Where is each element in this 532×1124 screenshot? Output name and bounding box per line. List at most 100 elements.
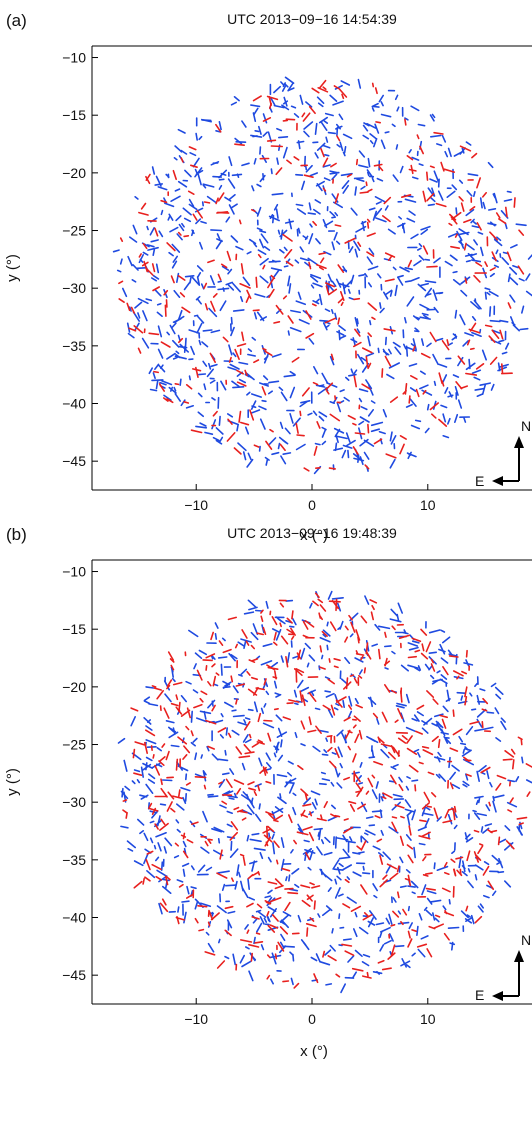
vector-arrow bbox=[225, 778, 233, 789]
vector-arrow bbox=[177, 128, 186, 134]
vector-arrow bbox=[477, 764, 487, 773]
vector-arrow bbox=[248, 659, 256, 664]
vector-arrow bbox=[314, 592, 320, 599]
vector-arrow bbox=[437, 721, 442, 728]
vector-arrow bbox=[163, 707, 170, 719]
vector-arrow bbox=[130, 707, 139, 712]
vector-arrow bbox=[408, 825, 412, 836]
vector-arrow bbox=[370, 428, 381, 433]
vector-arrow bbox=[303, 797, 312, 805]
vector-arrow bbox=[212, 175, 222, 178]
vector-arrow bbox=[302, 634, 309, 639]
vector-arrow bbox=[315, 263, 327, 270]
vector-arrow bbox=[168, 731, 179, 739]
vector-arrow bbox=[424, 806, 431, 811]
vector-arrow bbox=[245, 426, 250, 435]
vector-arrow bbox=[379, 944, 385, 952]
vector-arrow bbox=[484, 287, 491, 291]
vector-arrow bbox=[518, 229, 525, 236]
vector-arrow bbox=[418, 254, 425, 261]
vector-arrow bbox=[127, 847, 134, 852]
vector-arrow bbox=[347, 373, 357, 377]
x-tick-label: 0 bbox=[308, 497, 316, 513]
vector-arrow bbox=[451, 184, 458, 191]
vector-arrow bbox=[358, 397, 363, 403]
vector-arrow bbox=[174, 382, 180, 386]
vector-arrow bbox=[352, 422, 357, 426]
vector-arrow bbox=[179, 378, 182, 387]
vector-arrow bbox=[211, 397, 216, 401]
vector-arrow bbox=[374, 123, 380, 134]
vector-arrow bbox=[452, 270, 458, 274]
vector-arrow bbox=[226, 250, 232, 262]
vector-arrow bbox=[175, 819, 180, 824]
vector-arrow bbox=[526, 791, 531, 798]
vector-arrow bbox=[220, 380, 227, 391]
vector-arrow bbox=[435, 143, 443, 147]
vector-arrow bbox=[240, 880, 244, 892]
vector-arrow bbox=[465, 773, 472, 777]
y-tick-label: −25 bbox=[62, 223, 86, 239]
vector-arrow bbox=[507, 302, 512, 309]
vector-arrow bbox=[367, 302, 378, 311]
vector-arrow bbox=[282, 119, 289, 122]
vector-arrow bbox=[404, 280, 411, 283]
vector-arrow bbox=[291, 867, 300, 875]
vector-arrow bbox=[364, 464, 370, 470]
vector-arrow bbox=[270, 274, 276, 280]
vector-arrow bbox=[196, 276, 200, 286]
vector-arrow bbox=[314, 707, 321, 711]
vector-arrow bbox=[450, 858, 456, 863]
vector-arrow bbox=[207, 921, 211, 927]
vector-arrow bbox=[337, 746, 343, 758]
vector-arrow bbox=[167, 651, 175, 661]
vector-arrow bbox=[257, 784, 261, 792]
vector-arrow bbox=[230, 821, 239, 831]
vector-arrow bbox=[143, 716, 152, 725]
vector-arrow bbox=[133, 325, 144, 334]
vector-arrow bbox=[347, 449, 350, 459]
vector-arrow bbox=[225, 884, 237, 887]
vector-arrow bbox=[331, 596, 344, 600]
vector-arrow bbox=[408, 149, 412, 154]
vector-arrow bbox=[515, 223, 527, 227]
vector-arrow bbox=[236, 381, 247, 387]
vector-arrow bbox=[338, 856, 351, 860]
vector-arrow bbox=[141, 337, 150, 349]
vector-arrow bbox=[339, 389, 345, 393]
vector-arrow bbox=[400, 815, 405, 819]
vector-arrow bbox=[207, 793, 214, 796]
vector-arrow bbox=[492, 193, 496, 199]
vector-arrow bbox=[460, 695, 464, 701]
vector-arrow bbox=[169, 727, 177, 733]
vector-arrow bbox=[241, 817, 247, 821]
vector-arrow bbox=[315, 725, 322, 735]
vector-arrow bbox=[416, 925, 419, 937]
vector-arrow bbox=[205, 653, 216, 659]
vector-arrow bbox=[196, 265, 204, 272]
vector-arrow bbox=[286, 771, 293, 777]
vector-arrow bbox=[256, 903, 263, 909]
vector-arrow bbox=[348, 836, 353, 842]
vector-arrow bbox=[218, 938, 221, 944]
vector-arrow bbox=[220, 263, 228, 269]
vector-arrow bbox=[208, 910, 214, 921]
vector-arrow bbox=[190, 345, 195, 356]
vector-arrow bbox=[375, 217, 387, 223]
vector-arrow bbox=[150, 745, 153, 752]
vector-arrow bbox=[134, 322, 140, 332]
vector-arrow bbox=[186, 885, 190, 895]
vector-arrow bbox=[248, 733, 252, 739]
vector-arrow bbox=[212, 436, 220, 442]
vector-arrow bbox=[151, 810, 159, 819]
vector-arrow bbox=[428, 665, 433, 671]
vector-arrow bbox=[164, 693, 172, 703]
vector-arrow bbox=[148, 773, 156, 780]
vector-arrow bbox=[449, 747, 459, 752]
vector-arrow bbox=[401, 734, 408, 741]
vector-arrow bbox=[177, 231, 182, 236]
vector-arrow bbox=[244, 738, 252, 744]
vector-arrow bbox=[525, 273, 531, 281]
vector-arrow bbox=[259, 146, 262, 155]
vector-arrow bbox=[344, 376, 350, 381]
